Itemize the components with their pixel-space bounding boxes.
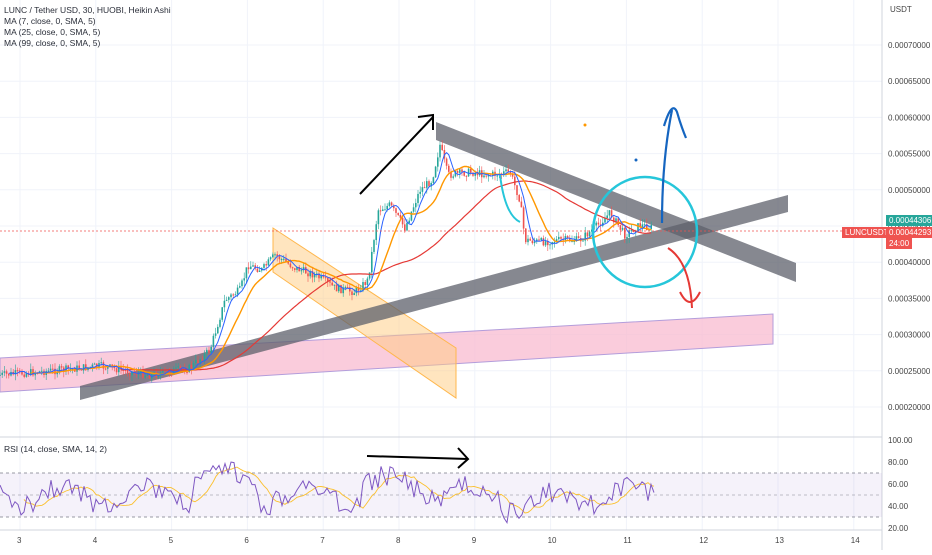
rsi-legend[interactable]: RSI (14, close, SMA, 14, 2) [4,444,107,454]
countdown-tag: 24:00 [886,238,913,249]
time-tick-label: 6 [244,536,249,545]
red-arrow-down-drawing[interactable] [667,247,701,309]
time-tick-label: 4 [93,536,98,545]
time-tick-label: 3 [17,536,22,545]
price-axis[interactable]: 0.00070000 0.00065000 0.00060000 0.00055000… [888,41,931,412]
rsi-line[interactable] [0,461,655,524]
time-tick-label: 8 [396,536,401,545]
blue-arrow-up-drawing[interactable] [660,107,688,224]
grid-lines [0,0,882,530]
rsi-tick-label: 100.00 [888,436,913,445]
black-arrow-up-drawing[interactable] [359,113,434,195]
price-tick-label: 0.00035000 [888,294,931,303]
pink-channel-drawing[interactable] [0,313,774,393]
price-tick-label: 0.00065000 [888,77,931,86]
rsi-tick-label: 80.00 [888,458,909,467]
ma7-legend[interactable]: MA (7, close, 0, SMA, 5) [4,16,96,26]
time-axis[interactable]: 3 4 5 6 7 8 9 10 11 12 13 14 [17,536,860,545]
rsi-tick-label: 40.00 [888,502,909,511]
cyan-circle-drawing[interactable] [591,175,699,289]
last-price-tag: 0.00044306 [886,215,932,226]
symbol-legend[interactable]: LUNC / Tether USD, 30, HUOBI, Heikin Ash… [4,5,171,15]
ma25-line[interactable] [30,165,652,376]
price-tick-label: 0.00050000 [888,186,931,195]
time-tick-label: 10 [548,536,557,545]
price-tick-label: 0.00045000 [888,222,931,231]
price-tick-label: 0.00060000 [888,113,931,122]
grey-support-band[interactable] [80,195,788,400]
time-tick-label: 12 [699,536,708,545]
price-tick-label: 0.00055000 [888,150,931,159]
chart-legend: LUNC / Tether USD, 30, HUOBI, Heikin Ash… [4,5,171,49]
price-tick-label: 0.00025000 [888,367,931,376]
rsi-tick-label: 60.00 [888,480,909,489]
ma99-legend[interactable]: MA (99, close, 0, SMA, 5) [4,38,101,48]
currency-label: USDT [890,5,912,14]
rsi-tick-label: 20.00 [888,524,909,533]
price-tick-label: 0.00070000 [888,41,931,50]
price-tick-label: 0.00020000 [888,403,931,412]
grey-resistance-band[interactable] [436,122,796,282]
rsi-axis[interactable]: 100.00 80.00 60.00 40.00 20.00 [888,436,913,533]
time-tick-label: 7 [320,536,325,545]
cyan-curve-drawing[interactable] [499,174,521,223]
symbol-price-tag: LUNCUSDT [842,227,892,238]
current-price-tag: 0.00044293 [886,227,932,238]
ma7-line[interactable] [8,152,652,378]
black-arrow-right-drawing[interactable] [366,447,470,469]
price-tick-label: 0.00030000 [888,331,931,340]
time-tick-label: 11 [623,536,632,545]
ma99-line[interactable] [120,180,652,371]
time-tick-label: 5 [169,536,174,545]
time-tick-label: 14 [851,536,860,545]
orange-dot-drawing [583,123,587,127]
price-tick-label: 0.00040000 [888,258,931,267]
rsi-ma-line[interactable] [23,466,655,514]
time-tick-label: 9 [472,536,477,545]
ma25-legend[interactable]: MA (25, close, 0, SMA, 5) [4,27,101,37]
blue-dot-drawing [634,158,638,162]
time-tick-label: 13 [775,536,784,545]
